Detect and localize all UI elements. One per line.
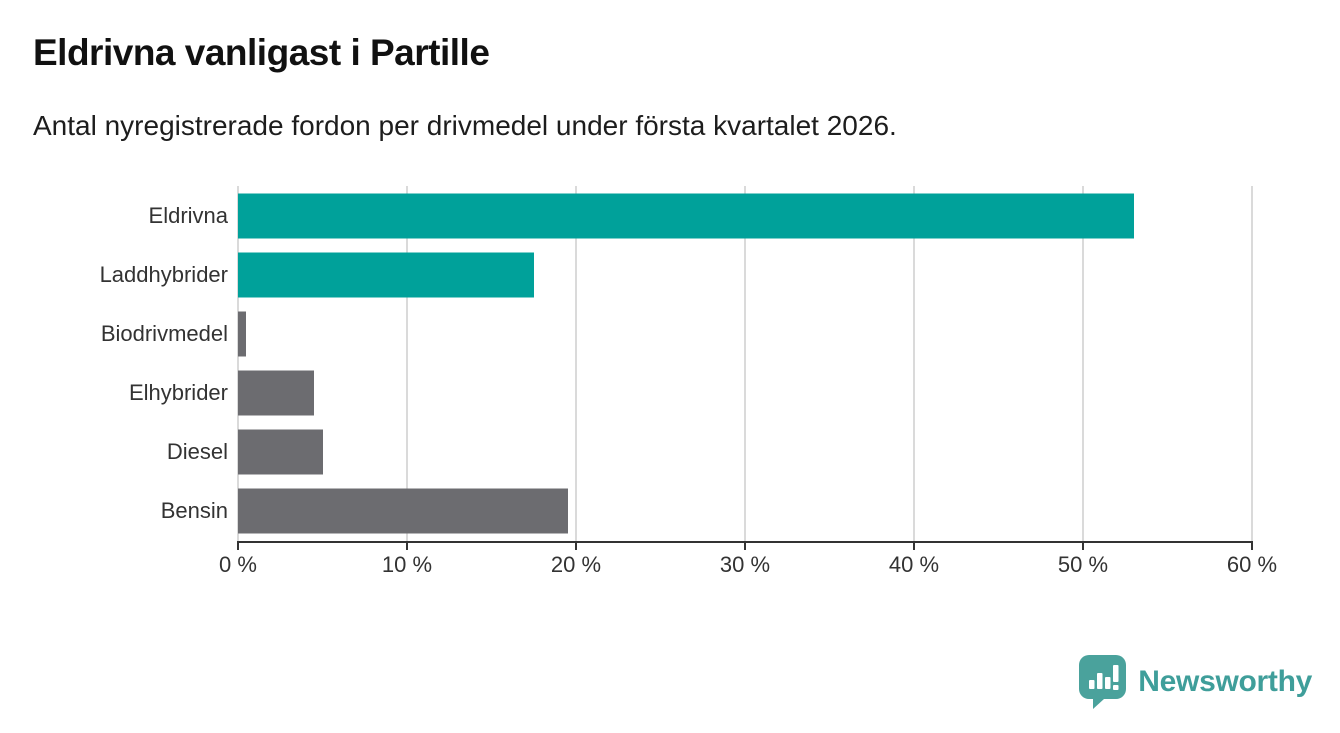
gridline bbox=[574, 186, 577, 541]
category-label: Elhybrider bbox=[128, 380, 228, 406]
bar-chart-plot-area bbox=[237, 186, 1253, 543]
axis-tick bbox=[237, 541, 239, 550]
chart-subtitle: Antal nyregistrerade fordon per drivmede… bbox=[33, 110, 897, 141]
axis-tick-label: 10 % bbox=[381, 552, 433, 577]
axis-tick bbox=[744, 541, 746, 550]
bar-rows bbox=[238, 186, 1252, 541]
gridline bbox=[1251, 186, 1253, 541]
axis-tick bbox=[1082, 541, 1084, 550]
axis-tick-label: 50 % bbox=[1057, 552, 1109, 577]
newsworthy-logo-icon bbox=[1079, 655, 1127, 709]
gridline bbox=[1082, 186, 1084, 541]
bar-elhybrider bbox=[238, 370, 315, 416]
bar-row bbox=[238, 186, 1252, 245]
chart-title: Eldrivna vanligast i Partille bbox=[33, 32, 490, 73]
axis-tick bbox=[406, 541, 408, 550]
bar-laddhybrider bbox=[238, 252, 534, 298]
axis-tick-label: 30 % bbox=[719, 552, 771, 577]
category-label: Laddhybrider bbox=[99, 261, 228, 287]
axis-tick-label: 20 % bbox=[550, 552, 602, 577]
bar-row bbox=[238, 482, 1252, 541]
axis-tick-label: 60 % bbox=[1226, 552, 1278, 577]
newsworthy-logo-text: Newsworthy bbox=[1138, 665, 1312, 698]
bar-row bbox=[238, 245, 1252, 304]
gridline bbox=[744, 186, 746, 541]
category-label: Biodrivmedel bbox=[100, 320, 228, 346]
bar-bensin bbox=[238, 488, 568, 534]
axis-tick bbox=[575, 541, 577, 550]
bar-diesel bbox=[238, 429, 323, 475]
bar-eldrivna bbox=[238, 193, 1134, 239]
axis-tick bbox=[1251, 541, 1253, 550]
bar-row bbox=[238, 304, 1252, 363]
category-label: Diesel bbox=[166, 439, 228, 465]
axis-tick bbox=[913, 541, 915, 550]
category-label: Eldrivna bbox=[148, 202, 228, 228]
axis-tick-label: 0 % bbox=[219, 552, 257, 577]
gridline bbox=[237, 186, 239, 541]
bar-row bbox=[238, 423, 1252, 482]
gridline bbox=[405, 186, 408, 541]
branding: Newsworthy bbox=[1079, 655, 1312, 709]
bar-biodrivmedel bbox=[238, 311, 247, 357]
category-labels: Eldrivna Laddhybrider Biodrivmedel Elhybrid… bbox=[0, 186, 228, 541]
axis-tick-label: 40 % bbox=[888, 552, 940, 577]
gridline bbox=[912, 186, 915, 541]
category-label: Bensin bbox=[160, 498, 228, 524]
bar-row bbox=[238, 364, 1252, 423]
